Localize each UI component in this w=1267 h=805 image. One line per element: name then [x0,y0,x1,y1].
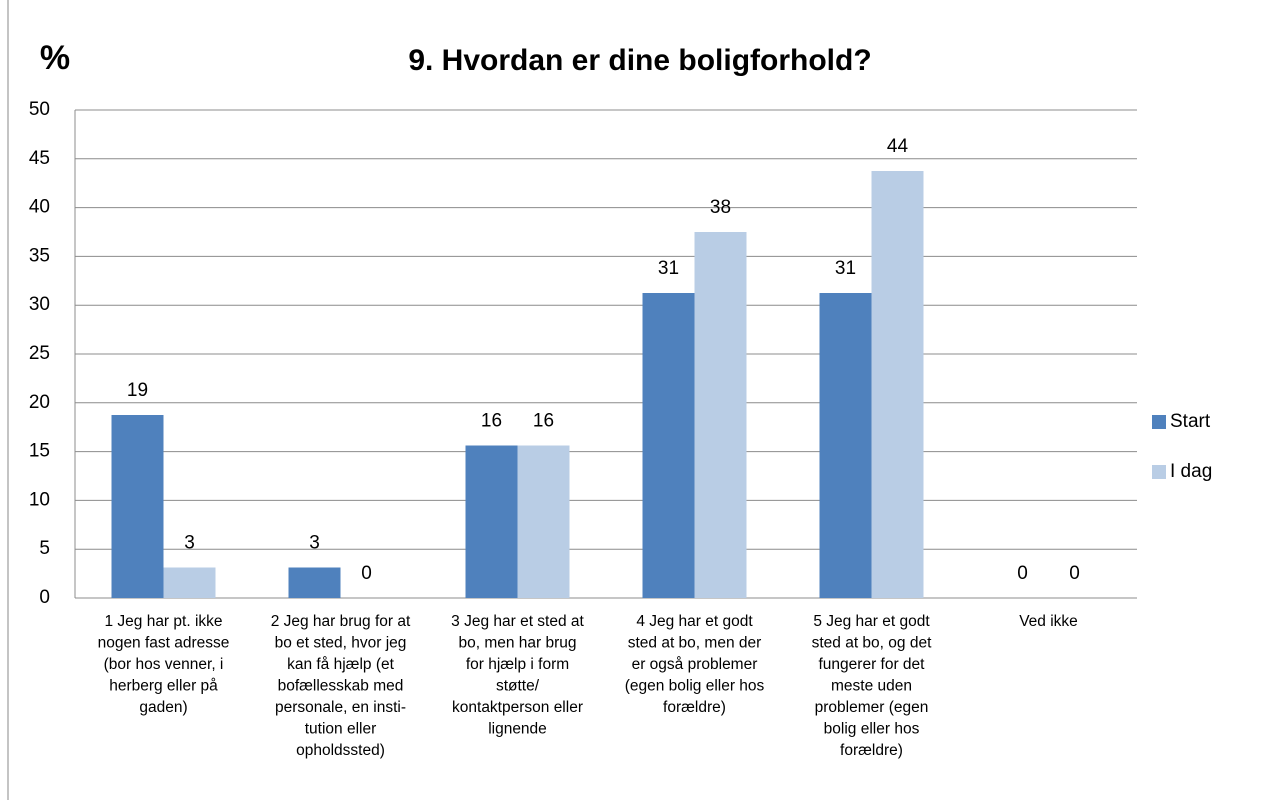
x-tick-label-line: opholdssted) [296,742,385,759]
y-tick-label: 40 [29,197,50,218]
x-tick-label-line: 5 Jeg har et godt [813,613,930,630]
x-tick-label: 4 Jeg har et godt sted at bo, men der er o… [625,613,765,716]
data-label: 38 [710,197,731,218]
y-tick-label: 30 [29,294,50,315]
x-tick-label-line: tution eller [305,721,377,738]
y-tick-label: 0 [39,587,50,608]
x-tick-label: Ved ikke [1019,613,1078,630]
x-tick-label-line: sted at bo, men der [628,635,762,652]
legend-swatch [1152,465,1166,479]
data-label: 31 [835,258,856,279]
x-tick-label-line: problemer (egen [815,699,929,716]
x-tick-label-line: bolig eller hos [824,721,920,738]
y-tick-label: 45 [29,148,50,169]
x-tick-label: 5 Jeg har et godt sted at bo, og det funge… [812,613,932,759]
y-tick-label: 50 [29,99,50,120]
y-tick-label: 20 [29,392,50,413]
x-tick-label-line: (egen bolig eller hos [625,678,765,695]
data-label: 16 [481,411,502,432]
x-tick-label-line: fungerer for det [819,656,926,673]
x-tick-label-line: Ved ikke [1019,613,1078,630]
y-tick-label: 10 [29,489,50,510]
bar [111,415,164,598]
x-tick-label-line: kontaktperson eller [452,699,583,716]
data-label: 0 [1069,563,1080,584]
y-tick-label: 15 [29,441,50,462]
bar [819,293,872,598]
data-label: 0 [1017,563,1028,584]
x-tick-label-line: gaden) [139,699,187,716]
x-tick-label-line: forældre) [840,742,903,759]
legend-label: I dag [1170,461,1212,482]
data-label: 3 [309,533,320,554]
x-tick-label-line: (bor hos venner, i [104,656,224,673]
x-tick-label-line: for hjælp i form [466,656,569,673]
x-tick-label-line: 3 Jeg har et sted at [451,613,584,630]
x-tick-label-line: 2 Jeg har brug for at [271,613,411,630]
chart-title: 9. Hvordan er dine boligforhold? [408,44,871,77]
x-tick-label: 2 Jeg har brug for at bo et sted, hvor je… [271,613,411,759]
data-label: 0 [361,563,372,584]
y-axis-label: % [40,39,70,77]
y-tick-label: 25 [29,343,50,364]
bar [288,567,341,598]
data-label: 3 [184,533,195,554]
x-tick-label-line: sted at bo, og det [812,635,932,652]
x-tick-label-line: personale, en insti- [275,699,406,716]
data-label: 19 [127,380,148,401]
x-tick-label: 3 Jeg har et sted at bo, men har brug for … [451,613,584,738]
x-tick-label-line: herberg eller på [109,678,218,695]
x-tick-label-line: lignende [488,721,547,738]
x-tick-label: 1 Jeg har pt. ikke nogen fast adresse (bor… [98,613,230,716]
x-tick-label-line: 1 Jeg har pt. ikke [104,613,222,630]
bar [871,171,924,598]
legend-label: Start [1170,411,1211,432]
bar [163,567,216,598]
x-tick-label-line: nogen fast adresse [98,635,230,652]
x-tick-label-line: er også problemer [632,656,758,673]
x-tick-label-line: bo et sted, hvor jeg [275,635,407,652]
data-label: 44 [887,136,909,157]
x-tick-label-line: 4 Jeg har et godt [636,613,753,630]
bar [517,445,570,598]
data-label: 16 [533,411,554,432]
x-tick-label-line: bofællesskab med [278,678,404,695]
bar [465,445,518,598]
x-tick-label-line: støtte/ [496,678,540,695]
x-tick-label-line: bo, men har brug [458,635,576,652]
bar [642,293,695,598]
y-tick-label: 5 [39,538,50,559]
data-label: 31 [658,258,679,279]
legend-swatch [1152,415,1166,429]
x-tick-label-line: kan få hjælp (et [287,656,395,673]
x-tick-label-line: forældre) [663,699,726,716]
x-tick-label-line: meste uden [831,678,912,695]
y-tick-label: 35 [29,245,50,266]
bar [694,232,747,598]
